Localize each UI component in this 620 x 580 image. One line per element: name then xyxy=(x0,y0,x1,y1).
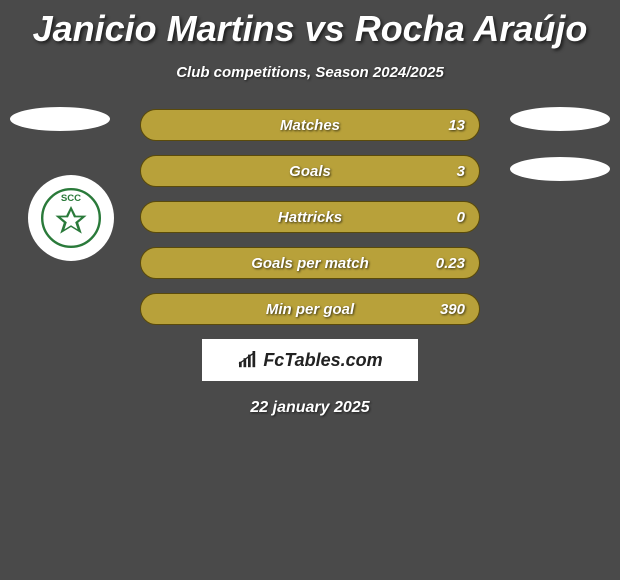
stat-bar: Matches 13 xyxy=(140,109,480,141)
chart-icon xyxy=(237,351,259,369)
stat-value: 0.23 xyxy=(436,255,465,272)
stat-label: Goals per match xyxy=(251,255,369,272)
brand-text: FcTables.com xyxy=(263,350,382,371)
stat-bars: Matches 13 Goals 3 Hattricks 0 Goals per… xyxy=(140,109,480,325)
brand-box: FcTables.com xyxy=(202,339,418,381)
stat-value: 0 xyxy=(457,209,465,226)
badge-top-text: SCC xyxy=(61,193,81,204)
player-oval-right-2 xyxy=(510,157,610,181)
stat-value: 390 xyxy=(440,301,465,318)
date-text: 22 january 2025 xyxy=(0,399,620,417)
stat-bar: Goals 3 xyxy=(140,155,480,187)
club-badge: SCC xyxy=(28,175,114,261)
stat-bar: Min per goal 390 xyxy=(140,293,480,325)
stat-bar: Hattricks 0 xyxy=(140,201,480,233)
page-subtitle: Club competitions, Season 2024/2025 xyxy=(0,64,620,81)
page-title: Janicio Martins vs Rocha Araújo xyxy=(0,0,620,50)
player-oval-left xyxy=(10,107,110,131)
stat-bar: Goals per match 0.23 xyxy=(140,247,480,279)
stat-value: 3 xyxy=(457,163,465,180)
player-oval-right-1 xyxy=(510,107,610,131)
stat-label: Goals xyxy=(289,163,331,180)
chart-area: SCC Matches 13 Goals 3 Hattricks 0 Goals… xyxy=(0,109,620,417)
club-badge-icon: SCC xyxy=(41,188,101,248)
stat-value: 13 xyxy=(448,117,465,134)
stat-label: Matches xyxy=(280,117,340,134)
stat-label: Hattricks xyxy=(278,209,342,226)
stat-label: Min per goal xyxy=(266,301,354,318)
